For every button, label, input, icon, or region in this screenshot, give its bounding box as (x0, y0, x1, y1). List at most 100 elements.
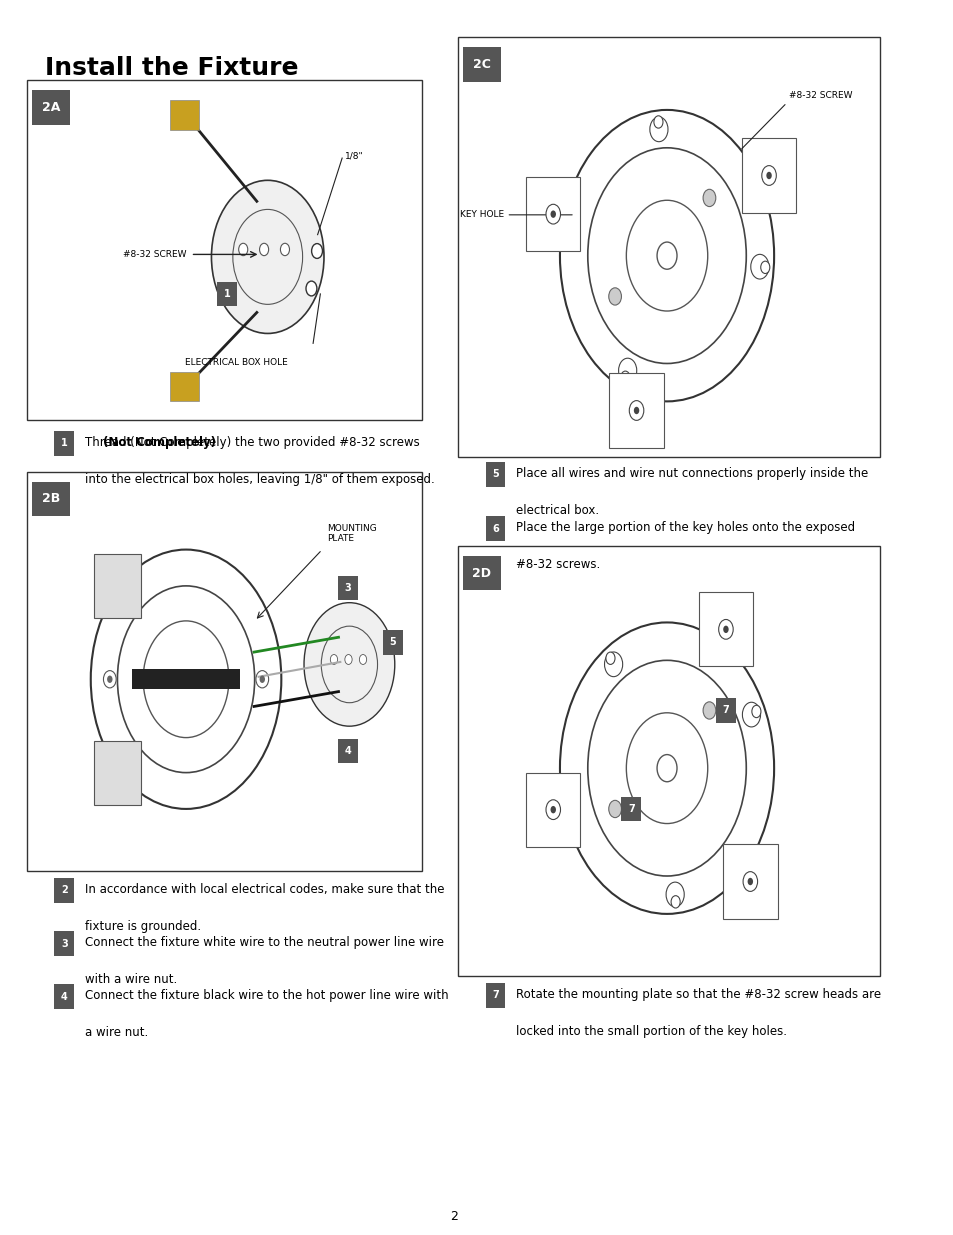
Circle shape (657, 755, 677, 782)
Circle shape (559, 110, 773, 401)
Circle shape (626, 200, 707, 311)
Circle shape (587, 661, 745, 876)
Text: Install the Fixture: Install the Fixture (46, 56, 298, 79)
Bar (31, 90, 70, 125)
Bar (54, 878, 74, 903)
Text: 7: 7 (627, 804, 634, 814)
Text: 1: 1 (223, 289, 230, 299)
Circle shape (587, 148, 745, 363)
Circle shape (559, 622, 773, 914)
Circle shape (629, 400, 643, 420)
Circle shape (718, 620, 733, 640)
Bar (462, 556, 500, 590)
Text: 2A: 2A (42, 101, 60, 114)
Circle shape (321, 626, 377, 703)
Bar (170, 100, 198, 130)
Circle shape (238, 243, 248, 256)
Circle shape (107, 676, 112, 683)
Text: Thread (Not Completely) the two provided #8-32 screws: Thread (Not Completely) the two provided… (85, 436, 419, 450)
Circle shape (747, 878, 752, 885)
Text: 6: 6 (492, 524, 498, 534)
Text: 4: 4 (61, 992, 68, 1002)
Circle shape (765, 172, 771, 179)
Bar (93, 741, 141, 805)
Circle shape (702, 701, 715, 719)
Bar (337, 739, 357, 763)
Circle shape (103, 671, 116, 688)
Circle shape (626, 713, 707, 824)
Circle shape (742, 872, 757, 892)
Circle shape (545, 800, 560, 820)
Text: 2: 2 (450, 1209, 457, 1223)
Text: MOUNTING
PLATE: MOUNTING PLATE (326, 524, 376, 543)
Circle shape (633, 406, 639, 414)
Bar (457, 37, 880, 457)
Circle shape (608, 288, 620, 305)
Circle shape (259, 243, 269, 256)
Text: Place the large portion of the key holes onto the exposed: Place the large portion of the key holes… (516, 521, 855, 535)
Circle shape (359, 655, 366, 664)
Bar (485, 462, 505, 487)
Circle shape (741, 703, 760, 727)
Bar (54, 431, 74, 456)
Circle shape (665, 882, 683, 906)
Circle shape (212, 180, 324, 333)
Bar (28, 80, 421, 420)
Text: In accordance with local electrical codes, make sure that the: In accordance with local electrical code… (85, 883, 444, 897)
Bar (54, 931, 74, 956)
Text: #8-32 SCREW: #8-32 SCREW (788, 90, 852, 100)
Circle shape (344, 655, 352, 664)
Circle shape (550, 806, 556, 814)
Circle shape (304, 603, 395, 726)
Circle shape (605, 652, 615, 664)
Bar (382, 630, 402, 655)
Circle shape (657, 242, 677, 269)
Text: Connect the fixture black wire to the hot power line wire with: Connect the fixture black wire to the ho… (85, 989, 449, 1003)
Circle shape (653, 116, 662, 128)
Bar (93, 553, 141, 618)
Text: ELECTRICAL BOX HOLE: ELECTRICAL BOX HOLE (184, 358, 287, 367)
Circle shape (760, 261, 769, 273)
Text: (Not Completely): (Not Completely) (102, 436, 215, 450)
Text: 5: 5 (492, 469, 498, 479)
Bar (485, 983, 505, 1008)
Bar (715, 698, 735, 722)
Bar (485, 516, 505, 541)
Bar (216, 282, 236, 306)
Circle shape (259, 676, 265, 683)
Text: 5: 5 (389, 637, 395, 647)
Circle shape (750, 254, 768, 279)
Circle shape (649, 117, 667, 142)
Text: 2: 2 (61, 885, 68, 895)
Bar (525, 773, 579, 847)
Circle shape (670, 895, 679, 908)
Text: into the electrical box holes, leaving 1/8" of them exposed.: into the electrical box holes, leaving 1… (85, 473, 435, 487)
Circle shape (312, 243, 322, 258)
Circle shape (751, 705, 760, 718)
Circle shape (306, 282, 316, 296)
Bar (609, 373, 663, 447)
Text: 2D: 2D (472, 567, 491, 579)
Circle shape (233, 210, 302, 304)
Bar (525, 177, 579, 251)
Text: 4: 4 (344, 746, 351, 756)
Circle shape (143, 621, 229, 737)
Circle shape (91, 550, 281, 809)
Circle shape (604, 652, 622, 677)
Text: #8-32 screws.: #8-32 screws. (516, 558, 600, 572)
Circle shape (702, 189, 715, 206)
Circle shape (608, 800, 620, 818)
Text: with a wire nut.: with a wire nut. (85, 973, 177, 987)
Text: Connect the fixture white wire to the neutral power line wire: Connect the fixture white wire to the ne… (85, 936, 444, 950)
Text: 1/8": 1/8" (344, 151, 363, 161)
Text: fixture is grounded.: fixture is grounded. (85, 920, 201, 934)
Text: 1: 1 (61, 438, 68, 448)
Bar (28, 472, 421, 871)
Circle shape (761, 165, 776, 185)
Bar (132, 669, 240, 689)
Bar (54, 984, 74, 1009)
Bar (337, 576, 357, 600)
Bar (170, 372, 198, 401)
Text: 7: 7 (492, 990, 498, 1000)
Circle shape (618, 358, 636, 383)
